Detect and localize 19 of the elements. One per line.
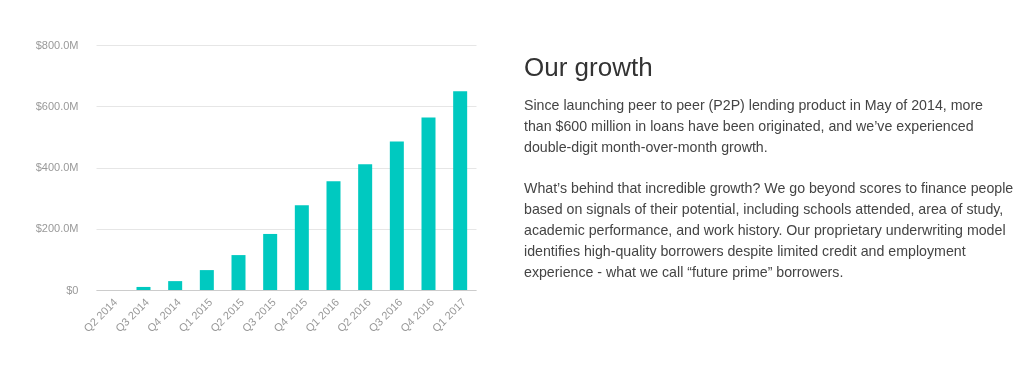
y-tick-label: $600.0M	[35, 99, 79, 112]
y-tick-label: $400.0M	[35, 161, 79, 173]
bar	[263, 233, 278, 290]
y-tick-label: $0	[66, 283, 79, 296]
bar	[453, 91, 468, 290]
bar	[168, 281, 183, 290]
text: Since launching peer to peer (P2P) lending product in May of 2014, more than $600 million in loans have been originated, and we’ve experienced double-digit month-over-month growth.	[524, 96, 984, 157]
bar	[358, 164, 373, 290]
bar	[294, 205, 309, 290]
bar	[136, 286, 151, 290]
text: Our growth	[524, 52, 654, 83]
bar	[326, 181, 341, 290]
bar	[231, 255, 246, 290]
bar	[199, 270, 214, 290]
bar	[421, 117, 436, 290]
bar	[389, 141, 404, 290]
y-tick-label: $800.0M	[35, 38, 79, 51]
text: What’s behind that incredible growth? We go beyond scores to finance people based on signals of their potential, including schools attended, area of study, academic performance, and work history. Our proprietary underwriting model identifies high-quality borrowers despite limited credit and employment experience - what we call “future prime” borrowers.	[524, 179, 1014, 282]
y-tick-label: $200.0M	[35, 222, 79, 235]
